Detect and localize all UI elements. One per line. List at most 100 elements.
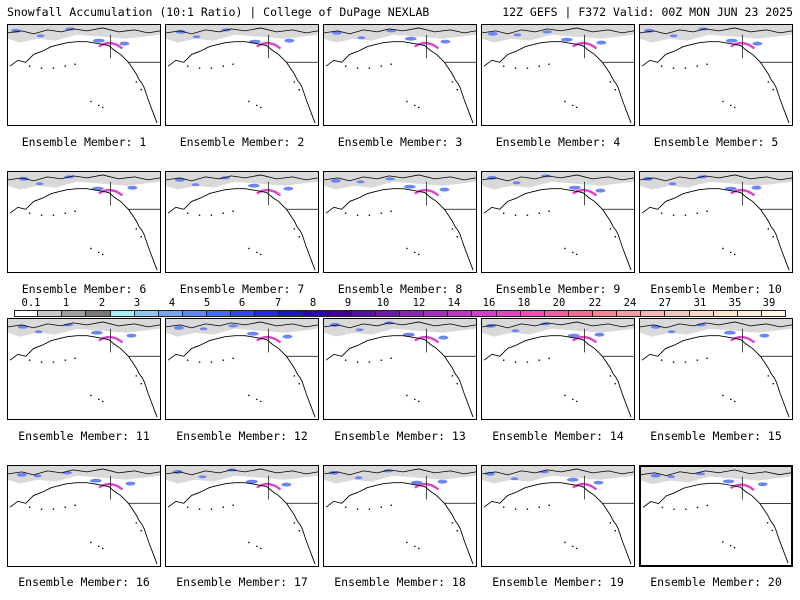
island-dot [614, 382, 617, 385]
snow-patch-blue [90, 330, 103, 335]
map-svg [166, 25, 318, 124]
island-dot [660, 65, 663, 67]
colorbar-segment [713, 310, 738, 317]
island-dot [198, 361, 201, 363]
snow-swath-light [8, 25, 160, 43]
pacific-coastline [9, 41, 158, 124]
island-dot [90, 100, 92, 103]
colorbar-segment [520, 310, 545, 317]
map-panel-member-14 [481, 318, 635, 420]
ensemble-member-label: Ensemble Member: 6 [21, 282, 147, 296]
colorbar-segment [424, 310, 449, 317]
ensemble-member-label: Ensemble Member: 2 [179, 135, 305, 149]
snow-patch-blue [282, 334, 293, 339]
ensemble-member-label: Ensemble Member: 1 [21, 135, 147, 149]
island-dot [733, 106, 736, 109]
island-dot [414, 398, 416, 401]
map-svg [482, 319, 634, 418]
island-dot [564, 247, 566, 250]
island-dot [614, 529, 617, 532]
island-dot [368, 67, 371, 69]
snow-patch-blue [722, 479, 735, 484]
snow-patch-blue [246, 331, 259, 336]
island-dot [259, 547, 262, 550]
island-dot [259, 253, 262, 256]
snow-patch-blue [568, 185, 581, 190]
map-panel-member-16 [7, 465, 161, 567]
island-dot [564, 394, 566, 397]
colorbar-segment [593, 310, 618, 317]
island-dot [417, 106, 420, 109]
island-dot [186, 212, 189, 214]
island-dot [685, 508, 687, 511]
snow-swath-light [8, 319, 160, 337]
island-dot [356, 67, 359, 69]
island-dot [614, 235, 617, 238]
snow-patch-blue [199, 327, 208, 331]
arctic-coastline [8, 468, 160, 476]
island-dot [548, 504, 550, 506]
island-dot [514, 214, 517, 216]
colorbar-tick-label: 4 [168, 297, 176, 309]
colorbar-segment [641, 310, 666, 317]
snow-patch-blue [404, 36, 417, 41]
snow-patch-blue [198, 475, 207, 479]
ensemble-member-label: Ensemble Member: 13 [334, 429, 466, 443]
island-dot [210, 214, 213, 216]
snow-patch-blue [354, 476, 363, 480]
map-svg [640, 172, 792, 271]
island-dot [706, 504, 709, 507]
island-dot [548, 63, 550, 65]
map-svg [324, 466, 476, 565]
island-dot [502, 65, 505, 67]
pacific-coastline [325, 41, 474, 124]
colorbar-segment [86, 310, 111, 317]
snow-swath-light [324, 319, 476, 337]
map-svg [8, 466, 160, 565]
island-dot [538, 359, 541, 361]
ensemble-member-label: Ensemble Member: 19 [492, 575, 624, 589]
colorbar-tick-label: 7 [274, 297, 282, 309]
island-dot [140, 88, 143, 91]
island-dot [52, 361, 55, 363]
snow-swath-light [482, 466, 634, 484]
island-dot [380, 506, 383, 508]
arctic-coastline [8, 174, 160, 182]
snow-swath-light [166, 25, 318, 43]
snow-swath-light [482, 319, 634, 337]
island-dot [232, 504, 234, 506]
colorbar-segment [327, 310, 352, 317]
snow-patch-blue [402, 332, 415, 337]
snow-swath-light [8, 172, 160, 190]
colorbar-segment [617, 310, 642, 317]
snow-patch-blue [596, 40, 607, 45]
colorbar-tick-label: 9 [344, 297, 352, 309]
colorbar-segment [303, 310, 328, 317]
island-dot [74, 210, 76, 212]
island-dot [248, 541, 250, 544]
snow-patch-blue [281, 482, 292, 487]
map-svg [640, 319, 792, 418]
ensemble-member-label: Ensemble Member: 11 [18, 429, 150, 443]
island-dot [74, 63, 76, 65]
island-dot [293, 228, 296, 230]
island-dot [572, 104, 574, 107]
snow-swath-light [640, 172, 792, 190]
colorbar-segment [568, 310, 593, 317]
island-dot [673, 508, 675, 511]
pacific-coastline [167, 482, 316, 565]
map-panel-member-4 [481, 24, 635, 126]
island-dot [722, 247, 724, 250]
snow-patch-blue [191, 183, 200, 187]
arctic-coastline [640, 27, 792, 35]
colorbar-tick-label: 1 [62, 297, 70, 309]
colorbar-segment [14, 310, 39, 317]
map-svg [166, 172, 318, 271]
colorbar-tick-label: 35 [728, 297, 742, 309]
colorbar-tick-label: 3 [133, 297, 141, 309]
map-panel-member-11 [7, 318, 161, 420]
ensemble-member-label: Ensemble Member: 12 [176, 429, 308, 443]
island-dot [28, 212, 31, 214]
island-dot [198, 214, 201, 216]
island-dot [98, 398, 100, 401]
